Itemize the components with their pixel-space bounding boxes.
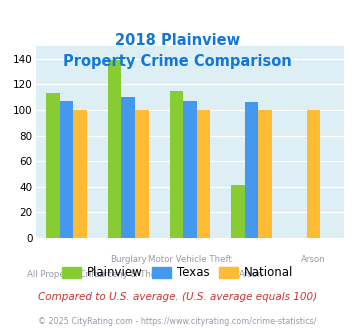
- Text: Burglary: Burglary: [110, 255, 147, 264]
- Text: © 2025 CityRating.com - https://www.cityrating.com/crime-statistics/: © 2025 CityRating.com - https://www.city…: [38, 317, 317, 326]
- Text: Arson: Arson: [239, 270, 264, 279]
- Bar: [197, 110, 210, 238]
- Bar: [170, 91, 183, 238]
- Bar: [258, 110, 272, 238]
- Bar: [231, 185, 245, 238]
- Text: Motor Vehicle Theft: Motor Vehicle Theft: [148, 255, 232, 264]
- Bar: [135, 110, 148, 238]
- Bar: [46, 93, 60, 238]
- Text: Arson: Arson: [301, 255, 326, 264]
- Legend: Plainview, Texas, National: Plainview, Texas, National: [57, 262, 298, 284]
- Bar: [121, 97, 135, 238]
- Bar: [108, 60, 121, 238]
- Bar: [73, 110, 87, 238]
- Text: All Property Crime: All Property Crime: [27, 270, 105, 279]
- Text: Compared to U.S. average. (U.S. average equals 100): Compared to U.S. average. (U.S. average …: [38, 292, 317, 302]
- Bar: [307, 110, 320, 238]
- Text: 2018 Plainview
Property Crime Comparison: 2018 Plainview Property Crime Comparison: [63, 33, 292, 69]
- Bar: [245, 102, 258, 238]
- Bar: [60, 101, 73, 238]
- Bar: [183, 101, 197, 238]
- Text: Larceny & Theft: Larceny & Theft: [94, 270, 163, 279]
